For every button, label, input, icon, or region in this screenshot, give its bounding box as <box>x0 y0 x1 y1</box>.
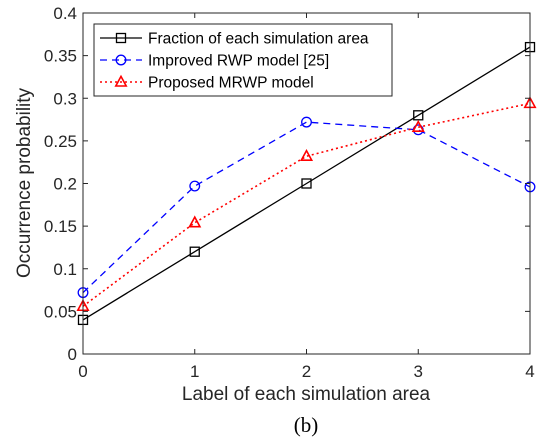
legend-label-2: Improved RWP model [25] <box>148 53 329 70</box>
x-tick-label-3: 3 <box>414 362 423 381</box>
legend-marker-3 <box>114 74 128 87</box>
series-2-line <box>82 121 531 294</box>
series-1-point-2 <box>301 178 312 189</box>
legend: Fraction of each simulation area Improved… <box>93 23 393 97</box>
y-tick-label-4: 0.2 <box>53 175 77 194</box>
y-axis-label: Occurrence probability <box>14 87 35 278</box>
y-tick-label-1: 0.05 <box>44 302 77 321</box>
y-tick-label-2: 0.1 <box>53 260 77 279</box>
legend-label-1: Fraction of each simulation area <box>148 31 369 48</box>
y-tick-label-3: 0.15 <box>44 217 77 236</box>
figure-caption: (b) <box>294 413 319 437</box>
series-1-line <box>82 46 531 321</box>
y-tick-label-8: 0.4 <box>53 4 77 23</box>
legend-marker-2 <box>115 54 127 66</box>
series-2-point-1 <box>189 180 201 192</box>
series-1-point-3 <box>413 110 424 121</box>
series-3-point-3 <box>411 119 425 133</box>
series-layer <box>76 41 537 326</box>
legend-marker-1 <box>115 32 127 44</box>
y-tick-label-7: 0.35 <box>44 47 77 66</box>
ticks-layer: 0 1 2 3 4 0 0.05 0.1 0.15 0.2 0.25 0.3 0.35 0.4 <box>44 4 535 381</box>
legend-box <box>93 23 393 97</box>
series-2-point-2 <box>301 116 312 128</box>
legend-label-3: Proposed MRWP model <box>148 75 314 92</box>
y-tick-label-5: 0.25 <box>44 132 77 151</box>
series-3-point-1 <box>188 215 202 228</box>
y-tick-label-6: 0.3 <box>53 89 77 108</box>
x-tick-label-1: 1 <box>190 362 199 381</box>
x-tick-label-2: 2 <box>302 362 311 381</box>
y-tick-label-0: 0 <box>68 345 77 364</box>
legend-item-1: Fraction of each simulation area <box>100 31 369 48</box>
legend-item-3: Proposed MRWP model <box>100 75 314 92</box>
x-tick-label-4: 4 <box>525 362 534 381</box>
series-1-point-1 <box>189 246 200 257</box>
x-tick-label-0: 0 <box>78 362 87 381</box>
legend-item-2: Improved RWP model [25] <box>100 53 329 70</box>
x-axis-label: Label of each simulation area <box>182 384 431 405</box>
series-3-point-2 <box>299 148 314 162</box>
